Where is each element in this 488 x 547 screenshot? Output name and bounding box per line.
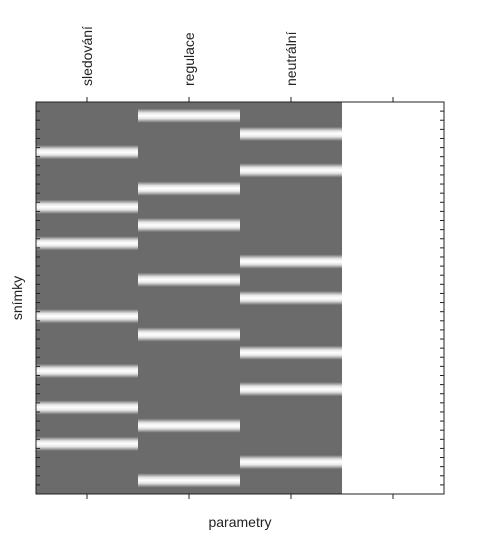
event-band-2-4 (240, 345, 342, 360)
column-cell-3 (342, 102, 444, 494)
column-label-1: regulace (181, 32, 197, 86)
event-band-1-2 (138, 218, 240, 233)
event-band-0-3 (36, 309, 138, 324)
event-band-1-4 (138, 327, 240, 342)
plot-frame (35, 101, 445, 495)
event-band-1-3 (138, 272, 240, 287)
event-band-2-6 (240, 455, 342, 470)
event-band-0-6 (36, 436, 138, 451)
event-band-2-5 (240, 382, 342, 397)
event-band-0-2 (36, 236, 138, 251)
event-band-0-5 (36, 400, 138, 415)
event-band-1-1 (138, 181, 240, 196)
event-band-0-0 (36, 145, 138, 160)
event-band-0-1 (36, 199, 138, 214)
event-band-2-1 (240, 163, 342, 178)
event-band-0-4 (36, 363, 138, 378)
column-label-2: neutrální (283, 31, 299, 86)
event-band-2-0 (240, 126, 342, 141)
column-cell-0 (36, 102, 138, 494)
y-axis-label: snímky (9, 276, 25, 320)
event-band-2-3 (240, 290, 342, 306)
event-band-1-6 (138, 473, 240, 488)
event-band-2-2 (240, 254, 342, 269)
x-axis-label: parametry (208, 514, 271, 530)
column-label-0: sledování (79, 26, 95, 86)
event-band-1-0 (138, 108, 240, 123)
column-cell-1 (138, 102, 240, 494)
event-band-1-5 (138, 418, 240, 433)
